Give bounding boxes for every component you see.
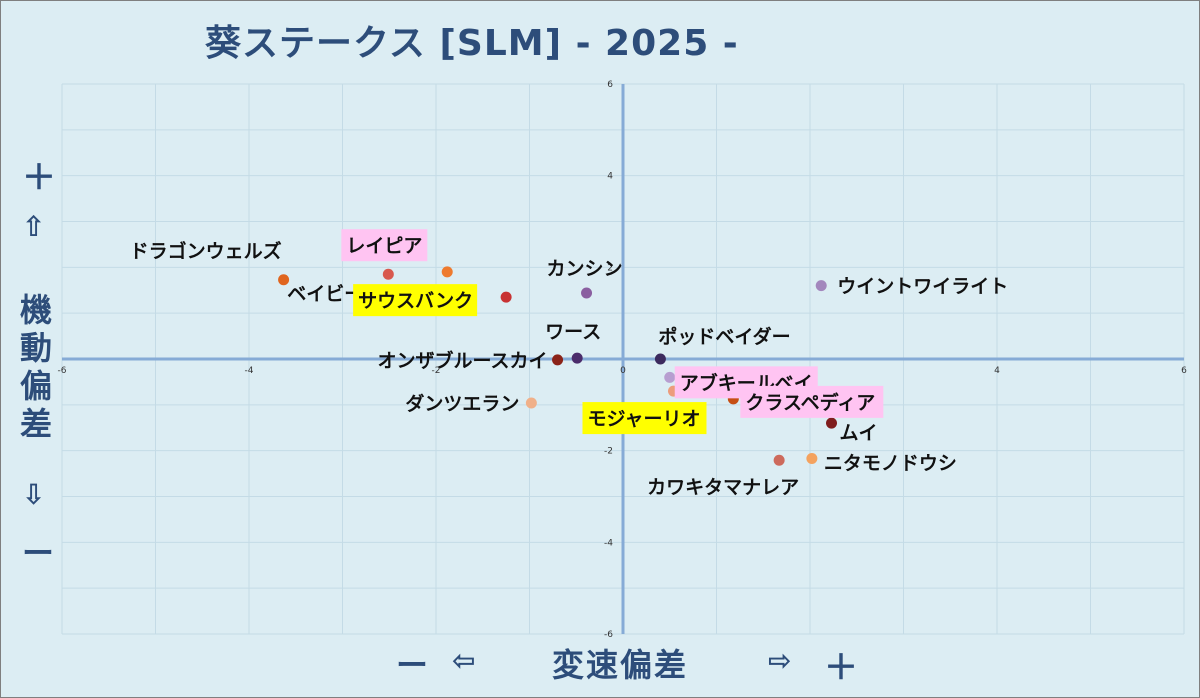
label-highlight [582,402,707,435]
label-highlight [341,229,428,262]
data-point [441,266,453,278]
data-point [664,371,676,383]
data-point [581,287,593,299]
point-label: ドラゴンウェルズ [130,240,282,263]
point-label: カワキタマナレア [647,476,799,498]
data-point [815,280,827,292]
point-labels: ドラゴンウェルズレイピアベイビーキッスサウスバンクカンシンウイントワイライトワー… [130,229,1008,498]
point-label: モジャーリオ [587,408,700,430]
point-label: ダンツエラン [405,392,519,415]
x-axis-label: 変速偏差 [552,646,689,684]
point-label: ワース [545,321,601,343]
label-highlight [740,385,884,418]
point-label: クラスペディア [745,391,875,414]
point-label: レイピア [346,235,422,257]
y-minus-sign: ー [22,534,55,572]
x-tick-label: 4 [994,366,1000,376]
y-axis-label-char-3: 偏 [20,367,53,405]
y-tick-label: -6 [604,630,613,640]
x-tick-label: 0 [620,366,626,376]
point-label: サウスバンク [358,290,473,312]
data-point [552,354,564,366]
data-point [806,452,818,464]
data-point [500,291,512,303]
y-axis-label-char-2: 動 [20,329,53,367]
y-tick-label: -2 [604,447,613,457]
x-tick-label: -2 [432,366,441,376]
point-label: カンシン [547,258,623,280]
point-label: ポッドベイダー [658,325,790,348]
x-tick-label: -6 [58,366,67,376]
y-tick-label: -4 [604,538,613,548]
data-point [654,353,666,365]
y-tick-label: 2 [607,263,613,273]
data-point [571,352,583,364]
y-axis-label-char-4: 差 [20,405,53,443]
data-point [382,268,394,280]
data-point [278,274,290,286]
data-points [278,266,838,466]
label-highlight [353,284,478,317]
x-tick-label: 6 [1181,366,1187,376]
up-arrow-icon: ⇧ [22,210,46,243]
y-tick-label: 4 [607,172,613,182]
left-arrow-icon: ⇦ [452,644,476,677]
x-minus-sign: ー [396,646,429,684]
point-label: ムイ [840,422,878,444]
data-point [826,417,838,429]
down-arrow-icon: ⇩ [22,478,46,511]
axes [62,84,1184,634]
point-label: オンザブルースカイ [377,349,547,372]
chart-title: 葵ステークス [SLM] - 2025 - [205,23,739,64]
data-point [525,397,537,409]
x-plus-sign: ＋ [824,648,858,688]
right-arrow-icon: ⇨ [768,644,792,677]
y-axis-label-char-1: 機 [20,291,53,329]
point-label: ウイントワイライト [837,276,1008,298]
data-point [773,454,785,466]
point-label: ニタモノドウシ [824,452,957,474]
x-tick-label: -4 [245,366,254,376]
y-plus-sign: ＋ [22,158,56,198]
y-tick-label: 6 [607,80,613,90]
